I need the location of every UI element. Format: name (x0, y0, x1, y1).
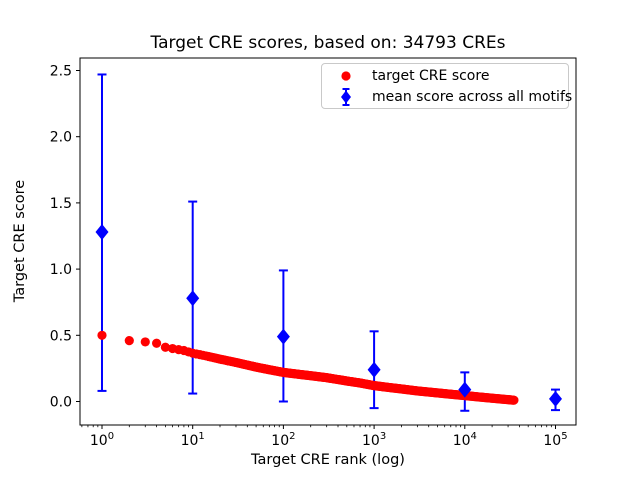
diamond-marker (458, 381, 472, 398)
y-axis: 0.0 0.5 1.0 1.5 2.0 2.5 (50, 63, 80, 410)
diamond-marker (276, 328, 290, 345)
mean-score-errorbars (97, 73, 561, 412)
y-tick-label: 0.5 (50, 328, 72, 344)
x-tick-label: 100 (90, 431, 114, 449)
y-tick-label: 2.5 (50, 63, 72, 79)
legend-item-mean-score: mean score across all motifs (328, 86, 572, 107)
blue-diamond-errorbar-icon (328, 87, 364, 107)
x-tick-label: 103 (362, 431, 386, 449)
x-tick-label: 105 (543, 431, 567, 449)
y-tick-label: 1.0 (50, 262, 72, 278)
target-cre-score-series (97, 330, 519, 405)
y-tick-label: 2.0 (50, 130, 72, 146)
chart-title: Target CRE scores, based on: 34793 CREs (150, 33, 506, 53)
red-dot-icon (328, 68, 364, 84)
mean-score-markers (95, 224, 563, 407)
data-point (97, 330, 107, 340)
legend-item-target-cre-score: target CRE score (328, 65, 562, 86)
data-point (140, 337, 150, 347)
x-tick-label: 104 (453, 431, 477, 449)
diamond-marker (95, 224, 109, 241)
legend: target CRE score mean score across all m… (321, 63, 572, 109)
y-tick-label: 0.0 (50, 394, 72, 410)
diamond-marker (549, 390, 563, 407)
diamond-marker (367, 361, 381, 378)
x-axis-label: Target CRE rank (log) (251, 452, 405, 468)
diamond-marker (186, 290, 200, 307)
y-tick-label: 1.5 (50, 196, 72, 212)
axes-spines (79, 57, 577, 426)
x-axis: 100 101 102 103 104 105 (81, 425, 568, 449)
x-tick-label: 102 (271, 431, 295, 449)
data-point (152, 338, 162, 348)
data-point (124, 335, 134, 346)
data-point (509, 395, 519, 405)
legend-label-target-cre-score: target CRE score (372, 67, 490, 84)
legend-label-mean-score: mean score across all motifs (372, 88, 573, 105)
x-tick-label: 101 (181, 431, 205, 449)
data-point (160, 342, 170, 352)
